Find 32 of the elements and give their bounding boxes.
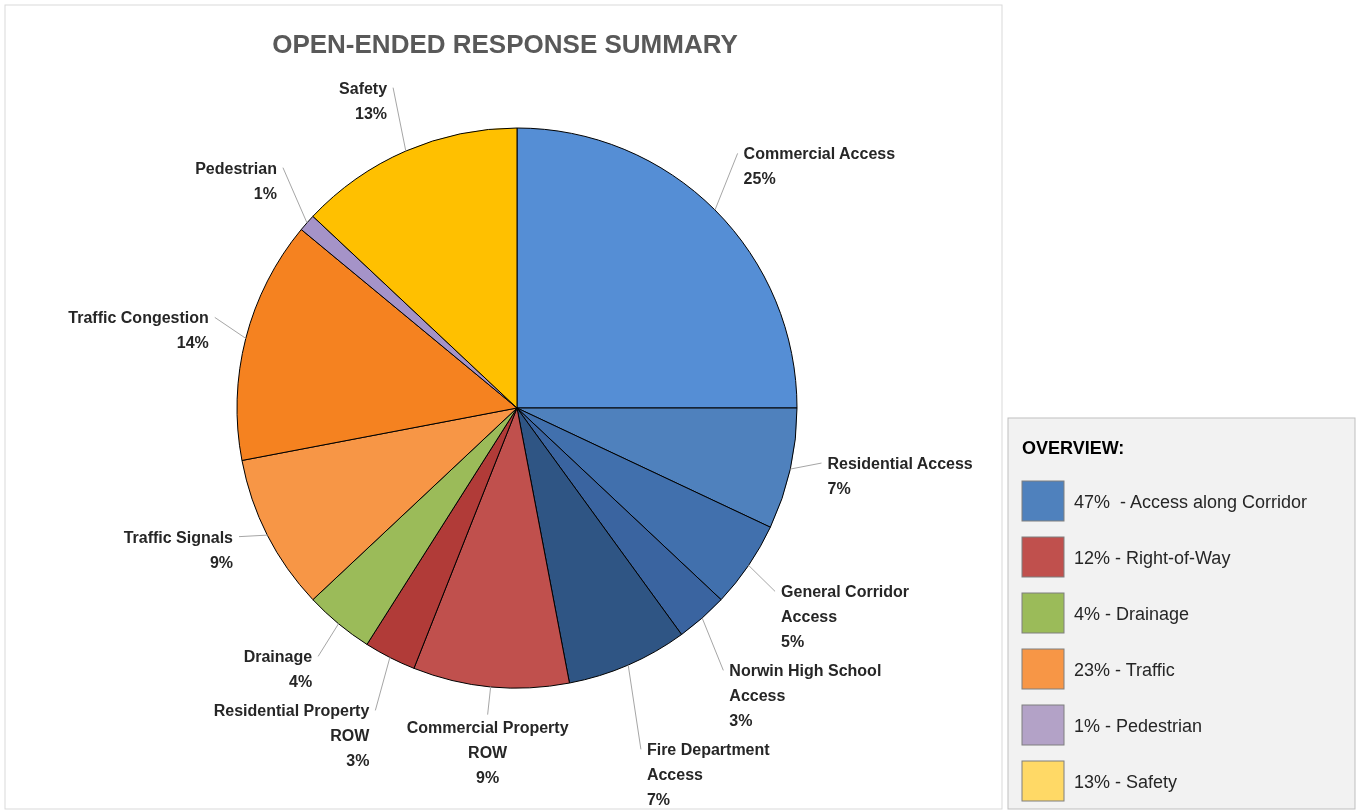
data-label: 9% (209, 553, 234, 571)
slice-label: Safety (339, 79, 388, 97)
data-label: 14% (176, 334, 209, 352)
slice-label: Norwin High School Access (729, 662, 882, 705)
slice-label: Commercial Property ROW (406, 718, 569, 761)
slice-label: Residential Access (827, 455, 973, 473)
slice-label: Fire Department Access (646, 741, 771, 784)
data-label: 9% (476, 768, 500, 786)
data-label: 4% (289, 673, 313, 691)
slice-label: Pedestrian (195, 159, 277, 177)
text: 4% - Drainage (1074, 604, 1190, 624)
text: 23% - Traffic (1074, 660, 1175, 680)
data-label: 7% (827, 480, 851, 498)
data-label: 3% (346, 752, 370, 770)
slice-label: Drainage (243, 648, 313, 666)
text: 13% - Safety (1074, 772, 1178, 792)
text: 12% - Right-of-Way (1074, 548, 1231, 568)
slice-label: Traffic Congestion (68, 309, 209, 327)
chart-title: OPEN-ENDED RESPONSE SUMMARY (272, 29, 738, 59)
text: OVERVIEW: (1022, 438, 1125, 458)
text: 47% - Access along Corridor (1074, 492, 1308, 512)
text: 1% - Pedestrian (1074, 716, 1203, 736)
slice-label: Residential Property ROW (213, 702, 371, 745)
data-label: 3% (729, 712, 753, 730)
slice-label: Commercial Access (743, 145, 896, 163)
data-label: 1% (253, 184, 277, 202)
slice-label: Traffic Signals (123, 528, 234, 546)
slice-label: General Corridor Access (781, 583, 910, 626)
data-label: 7% (646, 791, 671, 809)
data-label: 13% (355, 104, 388, 122)
data-label: 5% (781, 633, 805, 651)
data-label: 25% (743, 170, 776, 188)
